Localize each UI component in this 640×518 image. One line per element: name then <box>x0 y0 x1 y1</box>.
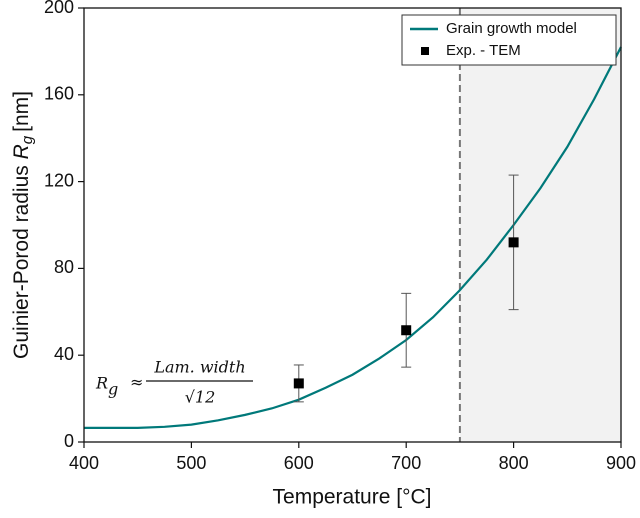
legend-box <box>401 14 617 66</box>
plot-frame <box>83 7 622 443</box>
legend-label: Exp. - TEM <box>446 42 521 59</box>
y-label-symbol: R <box>10 144 33 159</box>
formula: R g ≈ Lam. width √12 <box>95 358 253 407</box>
y-tick-label: 0 <box>64 431 74 451</box>
x-tick-label: 700 <box>391 453 421 473</box>
data-point <box>508 237 519 248</box>
legend-label: Grain growth model <box>446 20 577 37</box>
y-tick-label: 160 <box>44 84 74 104</box>
y-tick-label: 120 <box>44 170 74 190</box>
y-tick-label: 80 <box>54 257 74 277</box>
x-tick-label: 800 <box>499 453 529 473</box>
formula-numerator: Lam. width <box>153 358 245 377</box>
shaded-region <box>459 8 621 442</box>
formula-subscript: g <box>108 380 118 399</box>
y-axis-label: Guinier-Porod radius Rg [nm] <box>10 91 36 359</box>
data-point <box>401 325 412 336</box>
x-tick-label: 500 <box>176 453 206 473</box>
formula-relation: ≈ <box>130 373 143 392</box>
x-tick-label: 600 <box>284 453 314 473</box>
x-tick-label: 400 <box>69 453 99 473</box>
formula-denominator: √12 <box>185 388 216 407</box>
y-label-unit: [nm] <box>10 91 33 132</box>
legend-marker <box>421 47 429 55</box>
y-label-subscript: g <box>19 135 36 144</box>
y-label-text: Guinier-Porod radius <box>10 165 33 359</box>
y-tick-label: 200 <box>44 0 74 17</box>
model-line <box>84 46 622 429</box>
x-tick-label: 900 <box>606 453 636 473</box>
data-point <box>293 378 304 389</box>
x-axis-label: Temperature [°C] <box>273 486 432 509</box>
formula-symbol: R <box>95 374 108 393</box>
y-tick-label: 40 <box>54 344 74 364</box>
